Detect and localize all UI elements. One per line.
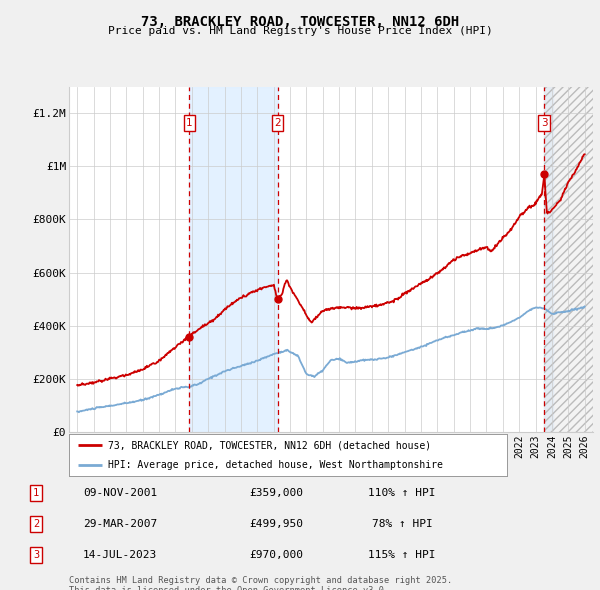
Text: 115% ↑ HPI: 115% ↑ HPI [368,550,436,559]
Text: 73, BRACKLEY ROAD, TOWCESTER, NN12 6DH (detached house): 73, BRACKLEY ROAD, TOWCESTER, NN12 6DH (… [109,440,431,450]
Text: 2: 2 [33,519,39,529]
Text: 29-MAR-2007: 29-MAR-2007 [83,519,157,529]
Text: HPI: Average price, detached house, West Northamptonshire: HPI: Average price, detached house, West… [109,460,443,470]
Text: 73, BRACKLEY ROAD, TOWCESTER, NN12 6DH: 73, BRACKLEY ROAD, TOWCESTER, NN12 6DH [141,15,459,29]
Text: 1: 1 [33,489,39,498]
Text: 14-JUL-2023: 14-JUL-2023 [83,550,157,559]
Text: 1: 1 [186,118,193,128]
Text: 2: 2 [274,118,281,128]
Text: £359,000: £359,000 [249,489,303,498]
Text: Contains HM Land Registry data © Crown copyright and database right 2025.
This d: Contains HM Land Registry data © Crown c… [69,576,452,590]
Text: 110% ↑ HPI: 110% ↑ HPI [368,489,436,498]
Bar [544,87,593,432]
Bar [544,87,553,432]
Text: £499,950: £499,950 [249,519,303,529]
Bar [190,87,278,432]
Text: 78% ↑ HPI: 78% ↑ HPI [371,519,433,529]
Text: 3: 3 [33,550,39,559]
Text: Price paid vs. HM Land Registry's House Price Index (HPI): Price paid vs. HM Land Registry's House … [107,26,493,36]
Text: 3: 3 [541,118,548,128]
Bar [544,87,593,432]
Text: £970,000: £970,000 [249,550,303,559]
Text: 09-NOV-2001: 09-NOV-2001 [83,489,157,498]
